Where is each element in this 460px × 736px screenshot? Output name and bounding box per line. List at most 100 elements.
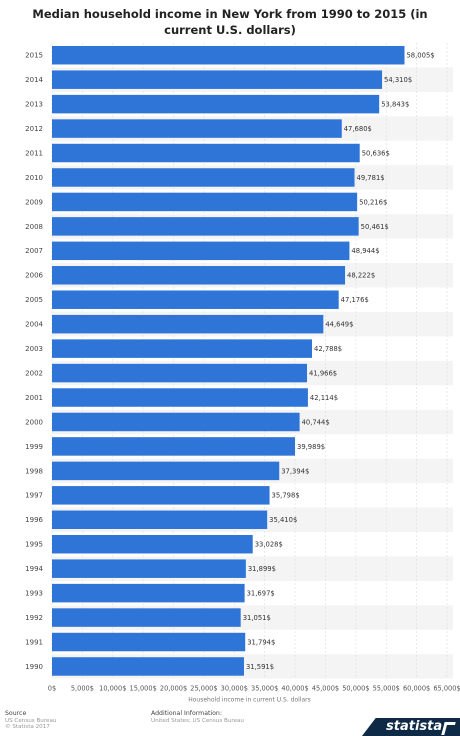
source-line[interactable]: US Census Bureau xyxy=(5,717,57,724)
bar xyxy=(52,412,300,432)
category-label: 1997 xyxy=(25,492,43,500)
value-label: 35,798$ xyxy=(272,492,300,500)
category-label: 2005 xyxy=(25,296,43,304)
x-tick-label: 50,000$ xyxy=(342,685,369,693)
bar xyxy=(52,486,270,505)
category-label: 2009 xyxy=(25,198,43,206)
source-heading: Source xyxy=(5,710,27,717)
category-label: 2000 xyxy=(25,418,43,426)
bar xyxy=(52,119,342,138)
additional-info-block: Additional Information: United States; U… xyxy=(151,710,244,724)
category-label: 1991 xyxy=(25,638,43,646)
bar xyxy=(52,168,355,187)
category-label: 2006 xyxy=(25,272,43,280)
bar-chart: 0$ 5,000$ 10,000$ 15,000$ 20,000$ 25,000$ 30,0… xyxy=(25,43,460,704)
x-tick-label: 45,000$ xyxy=(312,685,339,693)
category-label: 2003 xyxy=(25,345,43,353)
value-label: 47,176$ xyxy=(341,296,369,304)
value-label: 40,744$ xyxy=(302,418,330,426)
value-label: 50,216$ xyxy=(359,198,387,206)
bar xyxy=(52,192,358,212)
value-label: 41,966$ xyxy=(309,369,337,377)
value-label: 53,843$ xyxy=(381,101,409,109)
category-label: 2012 xyxy=(25,125,43,133)
bar xyxy=(52,94,380,114)
value-label: 48,944$ xyxy=(351,247,379,255)
copyright-line: © Statista 2017 xyxy=(5,724,50,731)
category-label: 1999 xyxy=(25,443,43,451)
x-tick-label: 60,000$ xyxy=(403,685,430,693)
x-tick-label: 55,000$ xyxy=(373,685,400,693)
value-label: 31,899$ xyxy=(248,565,276,573)
bar xyxy=(52,363,308,383)
value-label: 58,005$ xyxy=(406,52,434,60)
category-label: 2011 xyxy=(25,149,43,157)
x-tick-label: 30,000$ xyxy=(221,685,248,693)
chart-title: Median household income in New York from… xyxy=(32,7,428,37)
category-label: 1995 xyxy=(25,541,43,549)
info-line: United States; US Census Bureau xyxy=(151,717,244,724)
value-label: 31,051$ xyxy=(243,614,271,622)
category-label: 1996 xyxy=(25,516,43,524)
logo-text: statista xyxy=(386,719,443,734)
category-label: 2008 xyxy=(25,223,43,231)
bar xyxy=(52,314,324,334)
logo-mark-icon xyxy=(441,722,456,735)
value-label: 47,680$ xyxy=(344,125,372,133)
value-label: 31,794$ xyxy=(247,638,275,646)
bar xyxy=(52,559,246,578)
category-label: 1998 xyxy=(25,467,43,475)
bar xyxy=(52,70,383,89)
x-tick-label: 10,000$ xyxy=(99,685,126,693)
bar xyxy=(52,510,268,530)
x-tick-label: 40,000$ xyxy=(281,685,308,693)
value-label: 31,697$ xyxy=(247,590,275,598)
x-tick-label: 25,000$ xyxy=(190,685,217,693)
bar xyxy=(52,388,308,407)
bar xyxy=(52,437,296,456)
x-tick-label: 65,000$ xyxy=(433,685,460,693)
bar xyxy=(52,45,405,65)
value-label: 42,114$ xyxy=(310,394,338,402)
value-label: 35,410$ xyxy=(269,516,297,524)
bar xyxy=(52,339,313,358)
source-block: Source US Census Bureau © Statista 2017 xyxy=(5,710,57,731)
category-label: 2007 xyxy=(25,247,43,255)
statista-logo[interactable]: statista xyxy=(362,718,460,736)
category-label: 1993 xyxy=(25,590,43,598)
value-label: 39,989$ xyxy=(297,443,325,451)
x-tick-label: 0$ xyxy=(48,685,56,693)
category-label: 1992 xyxy=(25,614,43,622)
value-label: 48,222$ xyxy=(347,272,375,280)
category-label: 1994 xyxy=(25,565,43,573)
category-label: 2010 xyxy=(25,174,43,182)
value-label: 44,649$ xyxy=(325,321,353,329)
bar xyxy=(52,632,246,652)
value-label: 37,394$ xyxy=(281,467,309,475)
bar xyxy=(52,608,241,627)
x-tick-label: 20,000$ xyxy=(160,685,187,693)
bar xyxy=(52,583,245,603)
bar xyxy=(52,217,359,236)
bar xyxy=(52,143,360,163)
bar xyxy=(52,241,350,261)
category-label: 2013 xyxy=(25,101,43,109)
x-tick-label: 35,000$ xyxy=(251,685,278,693)
bar xyxy=(52,461,280,481)
category-label: 2015 xyxy=(25,52,43,60)
x-tick-label: 5,000$ xyxy=(71,685,94,693)
bar xyxy=(52,266,346,285)
value-label: 42,788$ xyxy=(314,345,342,353)
value-label: 50,461$ xyxy=(361,223,389,231)
value-label: 50,636$ xyxy=(362,149,390,157)
value-label: 31,591$ xyxy=(246,663,274,671)
x-tick-label: 15,000$ xyxy=(130,685,157,693)
category-label: 2014 xyxy=(25,76,43,84)
bar xyxy=(52,657,244,676)
category-label: 2001 xyxy=(25,394,43,402)
value-label: 54,310$ xyxy=(384,76,412,84)
info-heading: Additional Information: xyxy=(151,710,222,717)
value-label: 49,781$ xyxy=(357,174,385,182)
x-axis-title: Household income in current U.S. dollars xyxy=(188,697,310,704)
category-label: 1990 xyxy=(25,663,43,671)
